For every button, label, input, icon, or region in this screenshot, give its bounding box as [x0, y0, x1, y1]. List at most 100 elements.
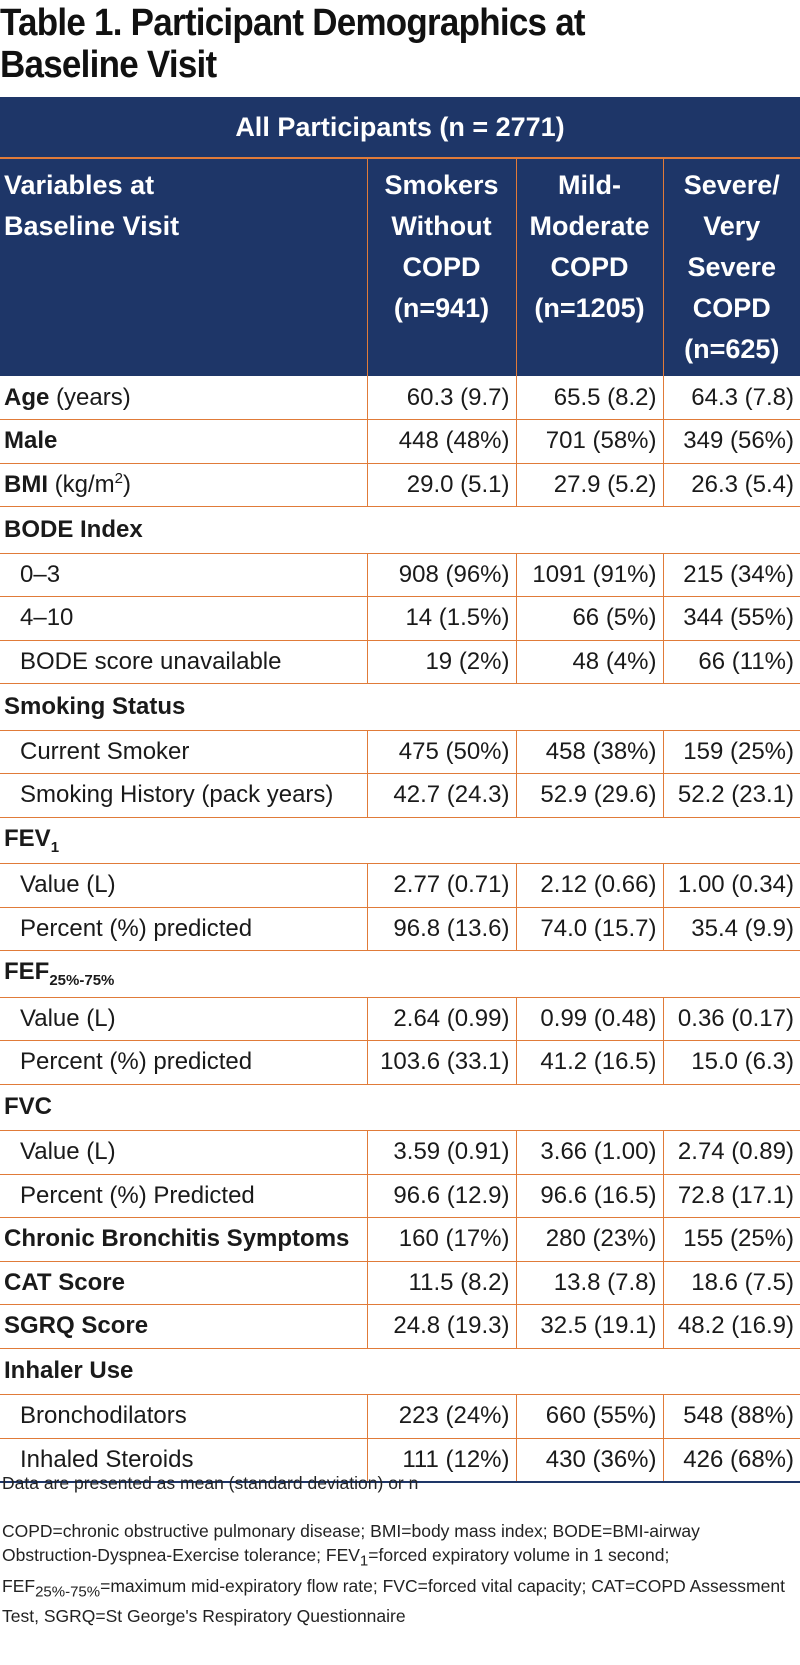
table-row-inhaled-steroids: Inhaled Steroids 111 (12%) 430 (36%) 426… [0, 1438, 800, 1483]
header-severe-copd: Severe/ Very Severe COPD (n=625) [663, 158, 800, 376]
section-label: FEF25%-75% [0, 950, 800, 998]
table-row-smoking-history: Smoking History (pack years) 42.7 (24.3)… [0, 773, 800, 818]
cell: 48.2 (16.9) [662, 1304, 800, 1349]
cell: 65.5 (8.2) [515, 376, 663, 420]
cell: 223 (24%) [366, 1394, 516, 1439]
row-label: Value (L) [0, 1130, 367, 1175]
section-row-fev1: FEV1 [0, 817, 800, 864]
cell: 35.4 (9.9) [662, 907, 800, 951]
cell: 155 (25%) [662, 1217, 800, 1262]
superscript: 2 [114, 470, 124, 488]
header-text: Very [703, 211, 761, 241]
header-text: Baseline Visit [4, 211, 180, 241]
cell: 159 (25%) [662, 730, 800, 774]
table-row-cat: CAT Score 11.5 (8.2) 13.8 (7.8) 18.6 (7.… [0, 1261, 800, 1305]
cell: 1.00 (0.34) [662, 863, 800, 908]
row-label: Percent (%) Predicted [0, 1174, 367, 1218]
section-label: Smoking Status [0, 683, 800, 731]
header-text: Mild- [558, 170, 621, 200]
subscript: 1 [50, 838, 60, 856]
row-label-bold: Male [4, 427, 58, 455]
cell: 96.8 (13.6) [366, 907, 516, 951]
header-smokers-without-copd: Smokers Without COPD (n=941) [367, 158, 517, 376]
cell: 64.3 (7.8) [662, 376, 800, 420]
section-row-bode: BODE Index [0, 506, 800, 554]
header-text: Severe [687, 252, 777, 282]
cell: 26.3 (5.4) [662, 463, 800, 507]
cell: 908 (96%) [366, 553, 516, 597]
cell: 426 (68%) [662, 1438, 800, 1483]
section-label-text: FEV [4, 824, 51, 852]
table-row-age: Age (years) 60.3 (9.7) 65.5 (8.2) 64.3 (… [0, 376, 800, 420]
table-row-current-smoker: Current Smoker 475 (50%) 458 (38%) 159 (… [0, 730, 800, 774]
header-variables: Variables at Baseline Visit [0, 158, 368, 376]
table-row-bronchodilators: Bronchodilators 223 (24%) 660 (55%) 548 … [0, 1394, 800, 1439]
abbr-text: COPD=chronic obstructive pulmonary disea… [2, 1521, 700, 1565]
cell: 701 (58%) [515, 419, 663, 464]
cell: 96.6 (16.5) [515, 1174, 663, 1218]
subscript: 25%-75% [49, 972, 115, 990]
cell: 2.77 (0.71) [366, 863, 516, 908]
table-row-bode-4-10: 4–10 14 (1.5%) 66 (5%) 344 (55%) [0, 596, 800, 641]
cell: 42.7 (24.3) [366, 773, 516, 818]
row-label: Age (years) [0, 376, 367, 420]
table-row-sgrq: SGRQ Score 24.8 (19.3) 32.5 (19.1) 48.2 … [0, 1304, 800, 1349]
cell: 111 (12%) [366, 1438, 516, 1483]
cell: 27.9 (5.2) [515, 463, 663, 507]
row-unit: ) [123, 471, 132, 499]
row-label: Inhaled Steroids [0, 1438, 367, 1483]
table-title-line2: Baseline Visit [0, 44, 217, 86]
cell: 96.6 (12.9) [366, 1174, 516, 1218]
cell: 475 (50%) [366, 730, 516, 774]
table-row-bronchitis: Chronic Bronchitis Symptoms 160 (17%) 28… [0, 1217, 800, 1262]
section-label: BODE Index [0, 506, 800, 554]
header-text: Smokers [384, 170, 499, 200]
section-label: Inhaler Use [0, 1348, 800, 1395]
cell: 3.66 (1.00) [515, 1130, 663, 1175]
table-title: Table 1. Participant Demographics at Bas… [0, 0, 736, 94]
cell: 458 (38%) [515, 730, 663, 774]
cell: 1091 (91%) [515, 553, 663, 597]
header-text: COPD [402, 252, 481, 282]
section-row-fvc: FVC [0, 1084, 800, 1131]
cell: 349 (56%) [662, 419, 800, 464]
table-row-fvc-value: Value (L) 3.59 (0.91) 3.66 (1.00) 2.74 (… [0, 1130, 800, 1175]
cell: 2.74 (0.89) [662, 1130, 800, 1175]
row-label-bold: Age [4, 383, 50, 411]
header-text: Without [391, 211, 492, 241]
abbreviations-note: COPD=chronic obstructive pulmonary disea… [2, 1519, 798, 1628]
cell: 60.3 (9.7) [366, 376, 516, 420]
subscript: 25%-75% [35, 1583, 101, 1600]
row-label: CAT Score [0, 1261, 367, 1305]
header-text: Moderate [529, 211, 650, 241]
row-label: SGRQ Score [0, 1304, 367, 1349]
cell: 548 (88%) [662, 1394, 800, 1439]
row-label: BMI (kg/m2) [0, 463, 367, 507]
header-text: COPD [692, 293, 771, 323]
cell: 74.0 (15.7) [515, 907, 663, 951]
row-label: 4–10 [0, 596, 367, 641]
header-row: Variables at Baseline Visit Smokers With… [0, 158, 800, 376]
cell: 660 (55%) [515, 1394, 663, 1439]
row-label: Percent (%) predicted [0, 1040, 367, 1085]
cell: 66 (5%) [515, 596, 663, 641]
row-label: Value (L) [0, 997, 367, 1041]
cell: 344 (55%) [662, 596, 800, 641]
cell: 215 (34%) [662, 553, 800, 597]
cell: 18.6 (7.5) [662, 1261, 800, 1305]
cell: 24.8 (19.3) [366, 1304, 516, 1349]
row-label: Value (L) [0, 863, 367, 908]
cell: 430 (36%) [515, 1438, 663, 1483]
cell: 103.6 (33.1) [366, 1040, 516, 1085]
row-label: Chronic Bronchitis Symptoms [0, 1217, 367, 1262]
header-text: (n=941) [393, 293, 490, 323]
table-title-line1: Table 1. Participant Demographics at [0, 2, 586, 44]
cell: 14 (1.5%) [366, 596, 516, 641]
section-label-text: FEF [4, 958, 50, 986]
table-row-fev1-value: Value (L) 2.77 (0.71) 2.12 (0.66) 1.00 (… [0, 863, 800, 908]
table-row-bode-unavailable: BODE score unavailable 19 (2%) 48 (4%) 6… [0, 640, 800, 684]
subscript: 1 [359, 1552, 369, 1570]
cell: 15.0 (6.3) [662, 1040, 800, 1085]
header-mild-moderate-copd: Mild- Moderate COPD (n=1205) [516, 158, 664, 376]
